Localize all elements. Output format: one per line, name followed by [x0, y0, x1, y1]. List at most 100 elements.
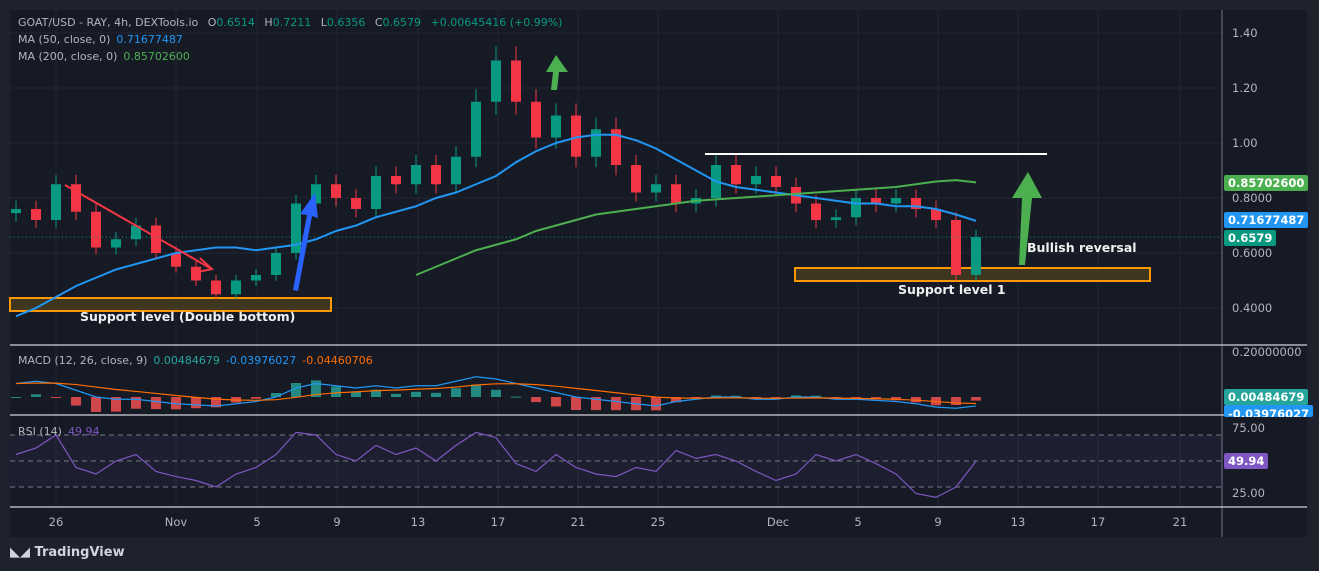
price-tick: 1.00	[1232, 136, 1258, 150]
candle-body	[651, 184, 661, 193]
candle-body	[871, 198, 881, 204]
macd-histogram-bar	[451, 388, 461, 397]
macd-histogram-bar	[811, 395, 821, 397]
ma200-legend: MA (200, close, 0) 0.85702600	[18, 50, 196, 63]
candle-body	[591, 129, 601, 157]
candle-body	[811, 203, 821, 220]
candle-body	[71, 184, 81, 212]
ma200-value: 0.85702600	[123, 50, 190, 63]
candle-body	[551, 115, 561, 138]
green-up-arrow-small-icon	[546, 55, 568, 90]
tv-logo-icon: ◣◢	[10, 545, 30, 560]
tradingview-logo[interactable]: ◣◢ TradingView	[10, 545, 125, 560]
macd-histogram-bar	[51, 397, 61, 398]
low-value: 0.6356	[326, 16, 366, 29]
macd-histogram-bar	[891, 397, 901, 401]
macd-signal-value: -0.04460706	[302, 354, 373, 367]
candle-body	[611, 129, 621, 165]
ma200-price-tag: 0.85702600	[1224, 175, 1309, 191]
candle-body	[151, 225, 161, 253]
macd-histogram-bar	[111, 397, 121, 412]
candle-body	[331, 184, 341, 198]
time-tick: 21	[1172, 515, 1188, 529]
last-price-tag: 0.6579	[1224, 230, 1277, 246]
macd-histogram-bar	[491, 389, 501, 397]
macd-histogram-bar	[211, 397, 221, 408]
candle-body	[211, 280, 221, 295]
brand-name: TradingView	[34, 545, 125, 560]
candle-body	[191, 266, 201, 281]
macd-label: MACD (12, 26, close, 9)	[18, 354, 148, 367]
price-tick: 0.6000	[1232, 246, 1273, 260]
candle-body	[51, 184, 61, 220]
macd-histogram-bar	[11, 397, 21, 398]
support-level-1-label: Support level 1	[898, 282, 1006, 297]
macd-signal-line	[15, 382, 977, 405]
close-label: C	[374, 16, 383, 29]
candle-body	[851, 198, 861, 218]
time-tick: 25	[650, 515, 666, 529]
candle-body	[471, 101, 481, 157]
macd-histogram-bar	[151, 397, 161, 410]
ma50-legend: MA (50, close, 0) 0.71677487	[18, 33, 189, 46]
blue-up-arrow-icon	[293, 193, 318, 291]
macd-hist-value: 0.00484679	[153, 354, 220, 367]
open-label: O	[207, 16, 217, 29]
candle-body	[131, 225, 141, 240]
time-tick: 26	[48, 515, 64, 529]
macd-histogram-bar	[731, 395, 741, 397]
candle-body	[391, 176, 401, 185]
candle-body	[631, 165, 641, 193]
candle-body	[351, 198, 361, 209]
candle-body	[271, 253, 281, 275]
candle-body	[31, 209, 41, 220]
price-tick: 1.20	[1232, 81, 1258, 95]
candle-body	[531, 101, 541, 138]
open-value: 0.6514	[216, 16, 255, 29]
time-tick: 17	[490, 515, 506, 529]
macd-histogram-bar	[971, 397, 981, 401]
macd-histogram-bar	[351, 391, 361, 397]
macd-legend: MACD (12, 26, close, 9) 0.00484679 -0.0397…	[18, 354, 379, 367]
ma200-label: MA (200, close, 0)	[18, 50, 118, 63]
macd-line-tag: -0.03976027	[1224, 405, 1314, 417]
candle-body	[231, 280, 241, 295]
macd-histogram-bar	[651, 397, 661, 411]
macd-histogram-bar	[391, 393, 401, 397]
macd-histogram-bar	[791, 395, 801, 397]
macd-line-value: -0.03976027	[225, 354, 297, 367]
macd-histogram-bar	[951, 397, 961, 406]
macd-hist-tag: 0.00484679	[1224, 389, 1309, 405]
time-tick: Dec	[766, 515, 790, 529]
candle-body	[951, 220, 961, 275]
candle-body	[831, 217, 841, 220]
macd-histogram-bar	[371, 389, 381, 397]
time-tick: 17	[1090, 515, 1106, 529]
macd-histogram-bar	[411, 391, 421, 397]
time-tick: 5	[253, 515, 261, 529]
candle-body	[431, 165, 441, 185]
macd-histogram-bar	[471, 384, 481, 397]
macd-histogram-bar	[291, 383, 301, 397]
symbol-title: GOAT/USD - RAY, 4h, DEXTools.io	[18, 16, 199, 29]
time-tick: 13	[1010, 515, 1026, 529]
macd-histogram-bar	[531, 397, 541, 403]
macd-histogram-bar	[251, 397, 261, 399]
candle-body	[371, 176, 381, 209]
price-tick: 0.4000	[1232, 301, 1273, 315]
ma50-label: MA (50, close, 0)	[18, 33, 111, 46]
candle-body	[291, 203, 301, 253]
candle-body	[671, 184, 681, 204]
candle-body	[571, 115, 581, 157]
green-up-arrow-large-icon	[1012, 172, 1042, 265]
candle-body	[511, 60, 521, 102]
high-value: 0.7211	[272, 16, 312, 29]
macd-axis-top: 0.20000000	[1232, 345, 1302, 359]
macd-histogram-bar	[271, 393, 281, 397]
ma200-line	[415, 179, 977, 276]
candle-body	[491, 60, 501, 102]
rsi-tick: 25.00	[1232, 486, 1265, 500]
macd-histogram-bar	[671, 397, 681, 403]
candle-body	[411, 165, 421, 185]
